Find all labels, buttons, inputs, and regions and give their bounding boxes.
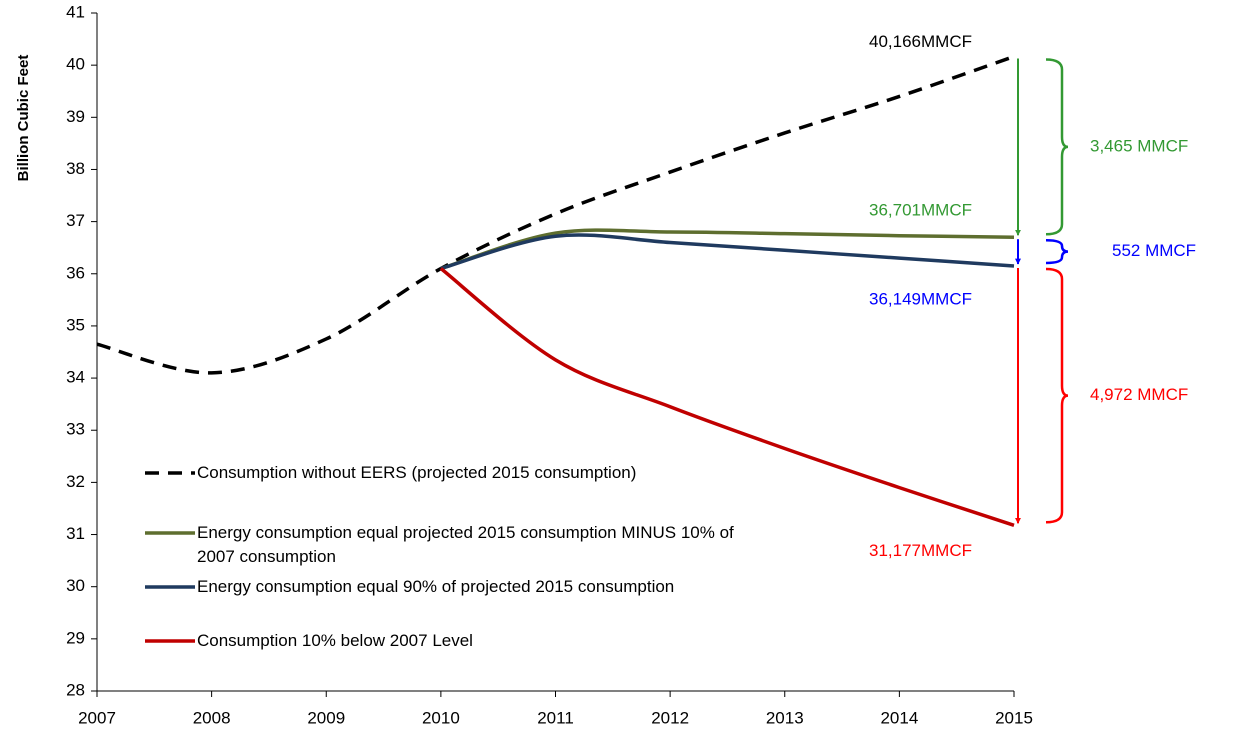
y-tick-label: 33 <box>66 420 85 439</box>
y-tick-label: 32 <box>66 472 85 491</box>
y-tick-label: 28 <box>66 680 85 699</box>
annotation: 36,149MMCF <box>869 289 972 308</box>
y-tick-label: 31 <box>66 524 85 543</box>
difference-brace <box>1045 267 1069 524</box>
y-tick-label: 38 <box>66 159 85 178</box>
annotation: 31,177MMCF <box>869 541 972 560</box>
annotation: 4,972 MMCF <box>1090 385 1188 404</box>
annotation: 3,465 MMCF <box>1090 136 1188 155</box>
y-axis-label: Billion Cubic Feet <box>15 55 32 182</box>
y-tick-label: 29 <box>66 628 85 647</box>
x-tick-label: 2009 <box>307 708 345 727</box>
annotation: 40,166MMCF <box>869 32 972 51</box>
legend-label: Consumption without EERS (projected 2015… <box>197 463 637 482</box>
x-tick-label: 2013 <box>766 708 804 727</box>
difference-brace <box>1045 238 1069 265</box>
y-tick-label: 30 <box>66 576 85 595</box>
series-line <box>440 233 1015 271</box>
legend-label: Consumption 10% below 2007 Level <box>197 631 473 650</box>
y-tick-label: 37 <box>66 211 85 230</box>
annotation: 552 MMCF <box>1112 241 1196 260</box>
difference-brace <box>1045 58 1069 236</box>
x-tick-label: 2011 <box>537 708 574 727</box>
x-tick-label: 2014 <box>880 708 918 727</box>
x-tick-label: 2007 <box>78 708 116 727</box>
y-tick-label: 40 <box>66 55 85 74</box>
y-tick-label: 35 <box>66 315 85 334</box>
x-tick-label: 2015 <box>995 708 1033 727</box>
x-tick-label: 2010 <box>422 708 460 727</box>
series-line <box>439 267 1015 527</box>
y-tick-label: 39 <box>66 107 85 126</box>
series-line <box>440 228 1015 271</box>
annotation: 36,701MMCF <box>869 201 972 220</box>
x-tick-label: 2012 <box>651 708 689 727</box>
legend-label: Energy consumption equal projected 2015 … <box>197 523 734 566</box>
legend-label: Energy consumption equal 90% of projecte… <box>197 577 675 596</box>
y-tick-label: 41 <box>66 2 85 21</box>
y-tick-label: 36 <box>66 263 85 282</box>
y-tick-label: 34 <box>66 368 85 387</box>
x-tick-label: 2008 <box>193 708 231 727</box>
